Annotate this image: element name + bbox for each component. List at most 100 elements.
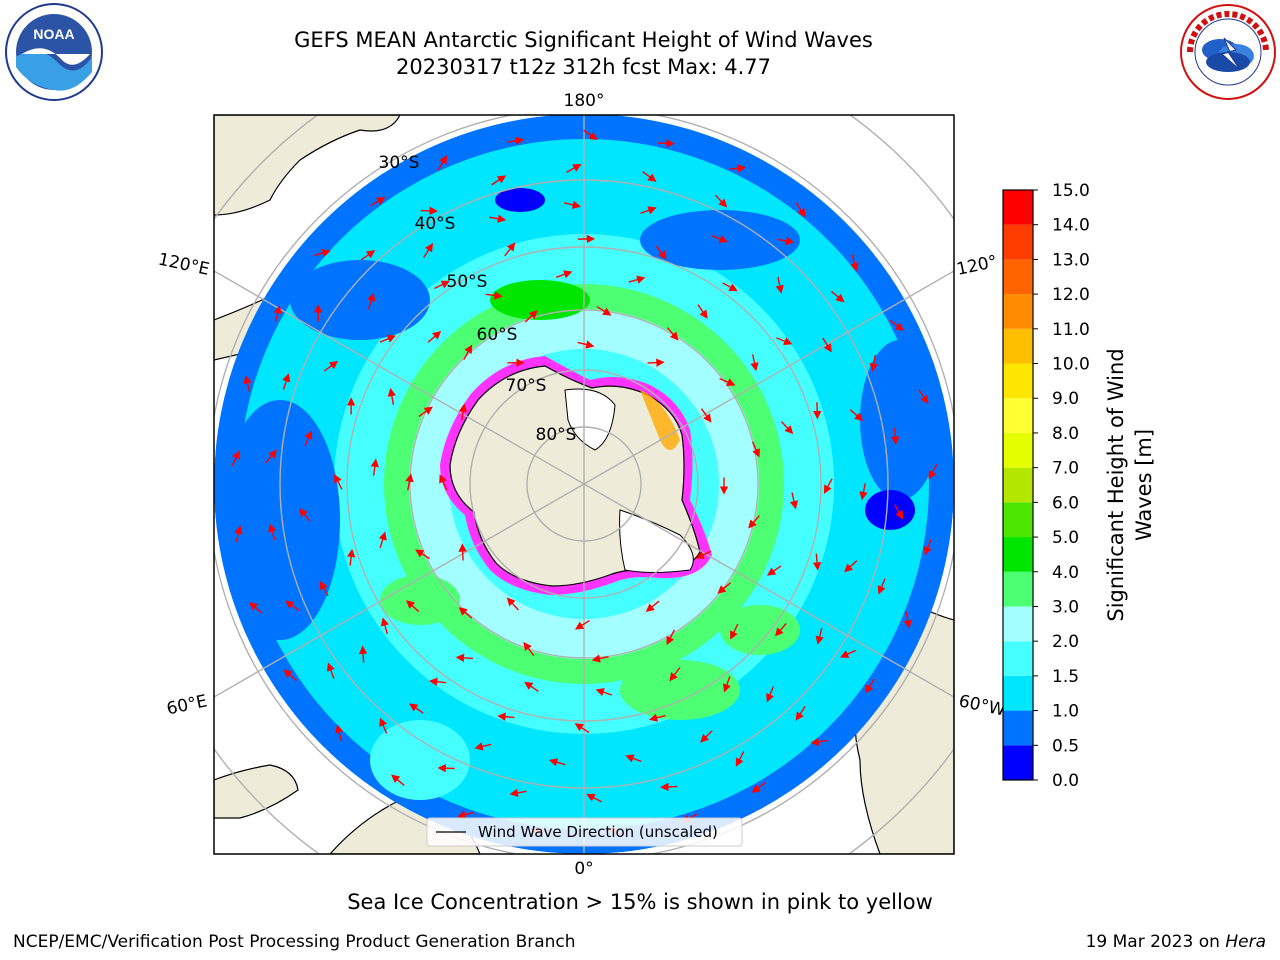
colorbar-label: Significant Height of Wind Waves [m] — [1104, 348, 1156, 621]
wave-direction-arrow — [391, 774, 405, 787]
wave-direction-arrow — [524, 681, 539, 692]
colorbar-tick-label: 6.0 — [1052, 493, 1079, 513]
wave-direction-arrow — [282, 373, 291, 390]
map-subtitle: 20230317 t12z 312h fcst Max: 4.77 — [396, 55, 771, 79]
wave-direction-arrow — [822, 337, 832, 353]
wave-direction-arrow — [370, 196, 386, 207]
wave-direction-arrow — [248, 601, 263, 614]
lon-label-60w: 60°W — [957, 691, 1007, 720]
wave-direction-arrow — [728, 164, 747, 173]
colorbar-label-line2: Waves [m] — [1132, 429, 1156, 541]
colorbar-segment — [1003, 571, 1033, 607]
wave-direction-arrow — [463, 344, 473, 360]
wave-direction-arrow — [859, 483, 868, 501]
wave-direction-arrow — [700, 730, 713, 743]
wave-direction-arrow — [380, 617, 389, 635]
colorbar-tick-label: 9.0 — [1052, 389, 1079, 409]
lat-label-50s: 50°S — [447, 272, 488, 292]
wave-direction-arrow — [640, 206, 657, 215]
wave-direction-arrow — [789, 492, 799, 510]
colorbar-segment — [1003, 432, 1033, 468]
colorbar-segment — [1003, 606, 1033, 642]
wave-direction-arrow — [877, 578, 886, 595]
wave-direction-arrow — [722, 676, 731, 693]
colorbar-tick-label: 1.0 — [1052, 702, 1079, 722]
wave-direction-arrow — [574, 723, 590, 734]
wave-direction-arrow — [523, 641, 535, 656]
wave-direction-arrow — [283, 669, 297, 682]
wave-direction-arrow — [669, 667, 681, 682]
colorbar: 0.0 0.5 1.0 1.5 2.0 3.0 4.0 5.0 6.0 7.0 8.0 9.0 10.0… — [1002, 181, 1090, 791]
colorbar-tick-label: 14.0 — [1052, 216, 1090, 236]
wave-direction-arrow — [574, 619, 590, 630]
wave-direction-arrow — [299, 508, 311, 522]
lat-label-70s: 70°S — [506, 376, 547, 396]
lon-label-60e: 60°E — [165, 691, 209, 719]
colorbar-label-line1: Significant Height of Wind — [1104, 348, 1128, 621]
wave-direction-arrow — [666, 629, 676, 646]
wave-direction-arrow — [418, 406, 433, 418]
colorbar-tick-label: 1.5 — [1052, 667, 1079, 687]
wave-direction-arrow — [387, 387, 396, 405]
colorbar-tick-label: 2.0 — [1052, 632, 1079, 652]
ice-note: Sea Ice Concentration > 15% is shown in … — [347, 890, 933, 914]
wave-direction-arrow — [812, 553, 822, 571]
wave-direction-arrow — [268, 523, 277, 541]
wave-direction-arrow — [458, 607, 473, 619]
wave-direction-arrow — [795, 202, 806, 218]
wave-direction-arrow — [334, 474, 343, 490]
wave-direction-arrow — [823, 478, 833, 494]
colorbar-segment — [1003, 537, 1033, 572]
wave-direction-arrow — [314, 248, 331, 258]
wave-direction-arrow — [840, 649, 856, 658]
wave-direction-arrow — [777, 236, 795, 246]
lat-label-30s: 30°S — [379, 153, 420, 173]
wave-direction-arrow — [766, 565, 782, 576]
wave-direction-arrow — [719, 378, 736, 386]
wave-direction-arrow — [485, 291, 503, 300]
wave-direction-arrow — [326, 662, 335, 679]
wave-direction-arrow — [775, 276, 784, 294]
wave-direction-arrow — [457, 810, 475, 819]
wave-direction-arrow — [273, 305, 282, 323]
wave-direction-arrow — [596, 305, 612, 316]
colorbar-segment — [1003, 502, 1033, 538]
wave-direction-arrow — [628, 275, 646, 284]
wave-direction-arrow — [700, 408, 712, 423]
wave-direction-arrow — [844, 560, 858, 573]
noaa-logo-text: NOAA — [33, 26, 74, 42]
map-title: GEFS MEAN Antarctic Significant Height o… — [294, 28, 873, 52]
wave-direction-arrow — [367, 292, 376, 310]
antarctica — [440, 356, 712, 595]
wave-direction-arrow — [474, 742, 492, 751]
colorbar-segment — [1003, 363, 1033, 399]
wave-direction-arrow — [750, 354, 759, 372]
wave-direction-arrow — [751, 781, 766, 793]
wave-direction-arrow — [429, 677, 447, 686]
wave-direction-arrow — [427, 330, 442, 343]
wave-direction-arrow — [722, 282, 738, 292]
wave-direction-arrow — [776, 337, 793, 346]
colorbar-tick-label: 4.0 — [1052, 563, 1079, 583]
colorbar-segment — [1003, 294, 1033, 329]
lon-label-0: 0° — [574, 859, 593, 879]
wave-direction-arrow — [894, 504, 904, 520]
colorbar-tick-label: 0.5 — [1052, 736, 1079, 756]
wave-direction-arrow — [751, 441, 760, 458]
wave-direction-arrow — [586, 793, 602, 803]
wave-direction-arrow — [439, 474, 448, 491]
wind-wave-arrows — [231, 129, 938, 837]
wave-direction-arrow — [409, 703, 424, 714]
colorbar-tick-label: 10.0 — [1052, 355, 1090, 375]
wave-direction-arrow — [548, 758, 566, 767]
colorbar-segment — [1003, 259, 1033, 295]
wave-direction-arrow — [918, 389, 929, 405]
generation-date: 19 Mar 2023 on Hera — [1086, 932, 1266, 952]
colorbar-tick-label: 13.0 — [1052, 250, 1090, 270]
wave-direction-arrow — [346, 548, 356, 566]
wave-direction-arrow — [506, 597, 519, 611]
wave-direction-arrow — [830, 290, 845, 303]
colorbar-tick-label: 8.0 — [1052, 424, 1079, 444]
colorbar-segment — [1003, 467, 1033, 503]
